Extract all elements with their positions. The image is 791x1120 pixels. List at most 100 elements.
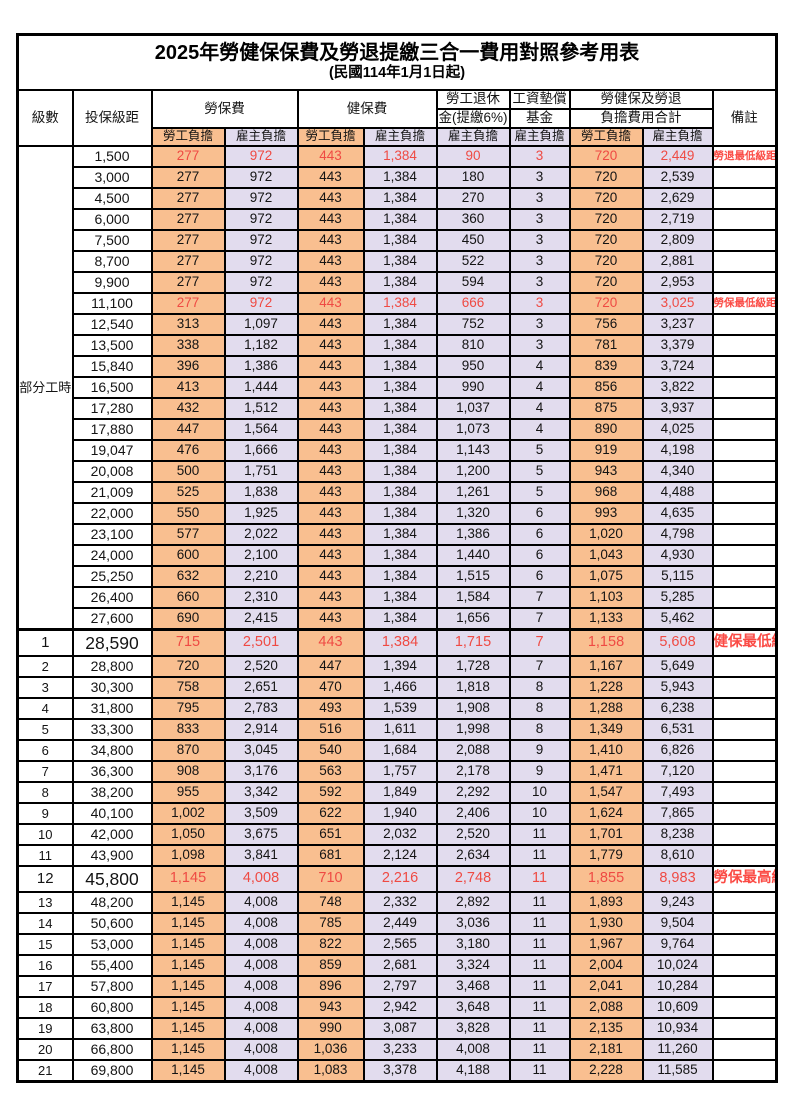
bracket-cell: 11,100 — [71, 292, 153, 315]
health-employee-cell: 443 — [296, 565, 365, 588]
health-employer-cell: 1,384 — [362, 523, 438, 546]
health-employer-cell: 1,384 — [362, 460, 438, 483]
pension-employer-cell: 752 — [435, 313, 511, 336]
wagefund-employer-cell: 5 — [508, 439, 571, 462]
remark-cell — [711, 523, 778, 546]
labor-employee-cell: 1,050 — [150, 823, 226, 846]
total-employer-cell: 2,539 — [641, 166, 714, 189]
wagefund-employer-cell: 3 — [508, 250, 571, 273]
fee-table: 2025年勞健保保費及勞退提繳三合一費用對照參考用表 (民國114年1月1日起)… — [16, 33, 779, 1083]
health-employer-cell: 1,384 — [362, 607, 438, 631]
bracket-cell: 36,300 — [71, 760, 153, 783]
labor-employee-cell: 338 — [150, 334, 226, 357]
labor-employee-cell: 277 — [150, 271, 226, 294]
total-employee-cell: 1,167 — [568, 655, 644, 678]
pension-employer-cell: 2,292 — [435, 781, 511, 804]
pension-employer-cell: 1,715 — [435, 628, 511, 657]
total-employer-cell: 3,937 — [641, 397, 714, 420]
wagefund-employer-cell: 6 — [508, 544, 571, 567]
table-row: 9,900 277 972 443 1,384 594 3 720 2,953 — [18, 271, 778, 294]
bracket-cell: 20,008 — [71, 460, 153, 483]
pension-employer-cell: 90 — [435, 145, 511, 168]
total-employer-cell: 4,798 — [641, 523, 714, 546]
wagefund-employer-cell: 5 — [508, 481, 571, 504]
health-employer-cell: 1,384 — [362, 250, 438, 273]
labor-employer-cell: 2,022 — [223, 523, 299, 546]
wagefund-employer-cell: 7 — [508, 655, 571, 678]
total-employer-cell: 7,865 — [641, 802, 714, 825]
total-employer-cell: 2,719 — [641, 208, 714, 231]
remark-cell — [711, 607, 778, 631]
health-employer-cell: 1,384 — [362, 355, 438, 378]
health-employee-cell: 443 — [296, 523, 365, 546]
pension-employer-cell: 1,320 — [435, 502, 511, 525]
total-employee-cell: 2,041 — [568, 975, 644, 998]
table-row: 22,000 550 1,925 443 1,384 1,320 6 993 4,635 — [18, 502, 778, 525]
bracket-cell: 1,500 — [71, 145, 153, 168]
wagefund-employer-cell: 9 — [508, 739, 571, 762]
remark-cell — [711, 355, 778, 378]
remark-cell — [711, 781, 778, 804]
labor-employer-cell: 3,342 — [223, 781, 299, 804]
total-employee-cell: 720 — [568, 187, 644, 210]
pension-employer-cell: 3,648 — [435, 996, 511, 1019]
health-employee-cell: 443 — [296, 208, 365, 231]
part-time-merged-cell: 部分工時 — [16, 145, 74, 631]
total-employee-cell: 720 — [568, 271, 644, 294]
labor-employee-cell: 690 — [150, 607, 226, 631]
health-employee-cell: 681 — [296, 844, 365, 867]
bracket-cell: 4,500 — [71, 187, 153, 210]
health-employer-cell: 1,384 — [362, 145, 438, 168]
pension-employer-cell: 1,073 — [435, 418, 511, 441]
total-employer-cell: 2,629 — [641, 187, 714, 210]
table-row: 8,700 277 972 443 1,384 522 3 720 2,881 — [18, 250, 778, 273]
bracket-cell: 66,800 — [71, 1038, 153, 1061]
labor-employer-cell: 972 — [223, 187, 299, 210]
labor-employer-cell: 1,097 — [223, 313, 299, 336]
wagefund-employer-cell: 3 — [508, 166, 571, 189]
total-employee-cell: 1,547 — [568, 781, 644, 804]
total-employer-cell: 3,724 — [641, 355, 714, 378]
health-employee-cell: 443 — [296, 187, 365, 210]
labor-employer-cell: 2,914 — [223, 718, 299, 741]
wagefund-employer-cell: 3 — [508, 313, 571, 336]
labor-employer-cell: 4,008 — [223, 1017, 299, 1040]
level-cell: 17 — [16, 975, 74, 998]
wagefund-employer-cell: 5 — [508, 460, 571, 483]
pension-employer-cell: 2,406 — [435, 802, 511, 825]
health-employee-cell: 990 — [296, 1017, 365, 1040]
health-employer-cell: 1,384 — [362, 481, 438, 504]
remark-cell — [711, 250, 778, 273]
bracket-cell: 63,800 — [71, 1017, 153, 1040]
total-employee-cell: 875 — [568, 397, 644, 420]
health-employer-cell: 2,681 — [362, 954, 438, 977]
subheader-labor-employer: 雇主負擔 — [223, 127, 299, 147]
remark-cell — [711, 376, 778, 399]
bracket-cell: 69,800 — [71, 1059, 153, 1083]
table-row: 16,500 413 1,444 443 1,384 990 4 856 3,822 — [18, 376, 778, 399]
total-employee-cell: 1,779 — [568, 844, 644, 867]
subheader-wagefund-employer: 雇主負擔 — [508, 127, 571, 147]
health-employee-cell: 592 — [296, 781, 365, 804]
table-row: 11,100 277 972 443 1,384 666 3 720 3,025 勞保最低級距 — [18, 292, 778, 315]
bracket-cell: 16,500 — [71, 376, 153, 399]
bracket-cell: 6,000 — [71, 208, 153, 231]
level-cell: 12 — [16, 865, 74, 893]
labor-employer-cell: 4,008 — [223, 1059, 299, 1083]
health-employee-cell: 443 — [296, 292, 365, 315]
remark-cell — [711, 676, 778, 699]
health-employer-cell: 1,384 — [362, 313, 438, 336]
remark-cell — [711, 397, 778, 420]
pension-employer-cell: 2,178 — [435, 760, 511, 783]
pension-employer-cell: 2,088 — [435, 739, 511, 762]
page-title: 2025年勞健保保費及勞退提繳三合一費用對照參考用表 — [154, 42, 640, 65]
total-employer-cell: 10,284 — [641, 975, 714, 998]
pension-employer-cell: 1,386 — [435, 523, 511, 546]
labor-employer-cell: 2,520 — [223, 655, 299, 678]
labor-employer-cell: 4,008 — [223, 1038, 299, 1061]
total-employee-cell: 1,228 — [568, 676, 644, 699]
premium-reference-sheet: 2025年勞健保保費及勞退提繳三合一費用對照參考用表 (民國114年1月1日起)… — [16, 33, 779, 1083]
labor-employee-cell: 870 — [150, 739, 226, 762]
total-employer-cell: 10,609 — [641, 996, 714, 1019]
wagefund-employer-cell: 6 — [508, 523, 571, 546]
